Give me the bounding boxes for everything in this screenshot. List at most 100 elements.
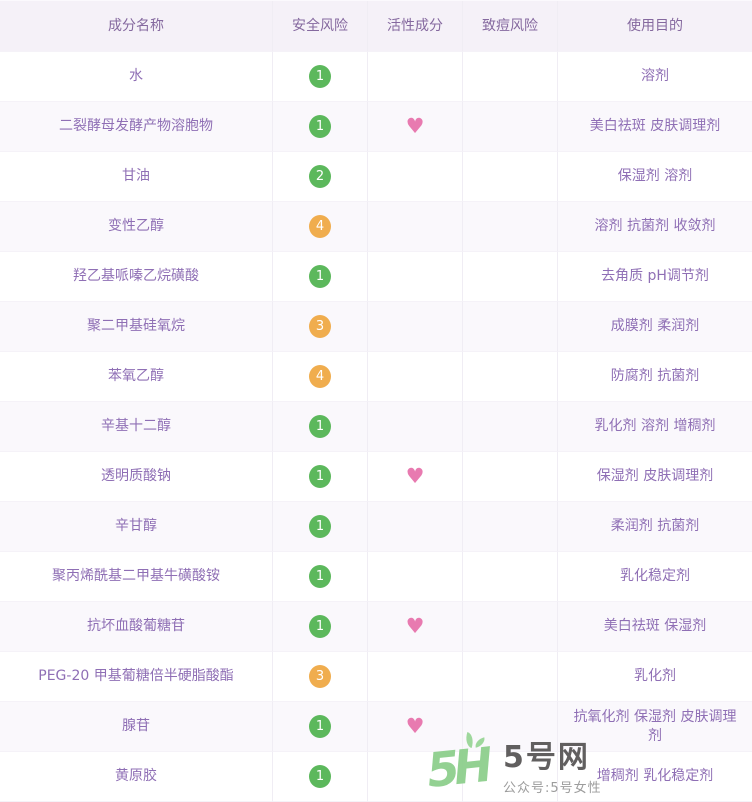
safety-risk-badge: 4	[309, 215, 331, 238]
safety-risk-badge: 1	[309, 715, 331, 738]
usage-purpose-cell: 乳化剂 溶剂 增稠剂	[558, 402, 752, 452]
table-row: 变性乙醇 4 ♥ 溶剂 抗菌剂 收敛剂	[0, 202, 752, 252]
safety-risk-cell: 1	[273, 702, 368, 752]
safety-risk-cell: 1	[273, 52, 368, 102]
ingredient-name-cell: 透明质酸钠	[0, 452, 273, 502]
safety-risk-badge: 4	[309, 365, 331, 388]
safety-risk-badge: 1	[309, 65, 331, 88]
ingredient-name-cell: 水	[0, 52, 273, 102]
column-header-safety-risk: 安全风险	[273, 1, 368, 52]
acne-risk-cell	[463, 202, 558, 252]
safety-risk-cell: 1	[273, 752, 368, 802]
active-ingredient-cell: ♥	[368, 402, 463, 452]
acne-risk-cell	[463, 402, 558, 452]
heart-icon: ♥	[405, 114, 425, 138]
watermark: 5H 5号网 公众号:5号女性	[424, 731, 602, 799]
active-ingredient-cell: ♥	[368, 52, 463, 102]
safety-risk-cell: 1	[273, 502, 368, 552]
safety-risk-badge: 1	[309, 765, 331, 788]
heart-icon: ♥	[405, 464, 425, 488]
safety-risk-badge: 1	[309, 265, 331, 288]
acne-risk-cell	[463, 552, 558, 602]
table-row: 透明质酸钠 1 ♥ 保湿剂 皮肤调理剂	[0, 452, 752, 502]
table-row: 腺苷 1 ♥ 抗氧化剂 保湿剂 皮肤调理剂	[0, 702, 752, 752]
acne-risk-cell	[463, 252, 558, 302]
safety-risk-cell: 1	[273, 402, 368, 452]
safety-risk-badge: 1	[309, 615, 331, 638]
table-row: 甘油 2 ♥ 保湿剂 溶剂	[0, 152, 752, 202]
table-header: 成分名称 安全风险 活性成分 致痘风险 使用目的	[0, 0, 752, 52]
acne-risk-cell	[463, 602, 558, 652]
active-ingredient-cell: ♥	[368, 252, 463, 302]
acne-risk-cell	[463, 702, 558, 752]
acne-risk-cell	[463, 102, 558, 152]
safety-risk-badge: 1	[309, 515, 331, 538]
table-body: 水 1 ♥ 溶剂 二裂酵母发酵产物溶胞物 1 ♥ 美白祛斑 皮肤调理剂 甘油 2	[0, 52, 752, 802]
table-row: 水 1 ♥ 溶剂	[0, 52, 752, 102]
usage-purpose-cell: 保湿剂 溶剂	[558, 152, 752, 202]
usage-purpose-cell: 抗氧化剂 保湿剂 皮肤调理剂	[558, 702, 752, 752]
watermark-text: 5号网 公众号:5号女性	[503, 741, 602, 796]
table-row: PEG-20 甲基葡糖倍半硬脂酸酯 3 ♥ 乳化剂	[0, 652, 752, 702]
column-header-usage-purpose: 使用目的	[558, 1, 752, 52]
heart-icon: ♥	[405, 614, 425, 638]
active-ingredient-cell: ♥	[368, 302, 463, 352]
acne-risk-cell	[463, 452, 558, 502]
safety-risk-cell: 1	[273, 552, 368, 602]
table-row: 黄原胶 1 ♥ 增稠剂 乳化稳定剂	[0, 752, 752, 802]
ingredient-name-cell: 聚丙烯酰基二甲基牛磺酸铵	[0, 552, 273, 602]
active-ingredient-cell: ♥	[368, 502, 463, 552]
table-row: 抗坏血酸葡糖苷 1 ♥ 美白祛斑 保湿剂	[0, 602, 752, 652]
usage-purpose-cell: 美白祛斑 保湿剂	[558, 602, 752, 652]
table-row: 聚二甲基硅氧烷 3 ♥ 成膜剂 柔润剂	[0, 302, 752, 352]
safety-risk-cell: 1	[273, 602, 368, 652]
safety-risk-cell: 3	[273, 652, 368, 702]
safety-risk-badge: 2	[309, 165, 331, 188]
safety-risk-badge: 1	[309, 465, 331, 488]
column-header-ingredient-name: 成分名称	[0, 1, 273, 52]
acne-risk-cell	[463, 302, 558, 352]
usage-purpose-cell: 溶剂 抗菌剂 收敛剂	[558, 202, 752, 252]
column-header-acne-risk: 致痘风险	[463, 1, 558, 52]
usage-purpose-cell: 保湿剂 皮肤调理剂	[558, 452, 752, 502]
safety-risk-cell: 4	[273, 202, 368, 252]
ingredient-name-cell: 羟乙基哌嗪乙烷磺酸	[0, 252, 273, 302]
active-ingredient-cell: ♥	[368, 552, 463, 602]
usage-purpose-cell: 乳化剂	[558, 652, 752, 702]
acne-risk-cell	[463, 152, 558, 202]
ingredient-name-cell: 辛甘醇	[0, 502, 273, 552]
heart-icon: ♥	[405, 714, 425, 738]
table-row: 辛基十二醇 1 ♥ 乳化剂 溶剂 增稠剂	[0, 402, 752, 452]
usage-purpose-cell: 柔润剂 抗菌剂	[558, 502, 752, 552]
safety-risk-badge: 1	[309, 115, 331, 138]
usage-purpose-cell: 防腐剂 抗菌剂	[558, 352, 752, 402]
safety-risk-cell: 2	[273, 152, 368, 202]
ingredient-name-cell: 二裂酵母发酵产物溶胞物	[0, 102, 273, 152]
table-row: 辛甘醇 1 ♥ 柔润剂 抗菌剂	[0, 502, 752, 552]
active-ingredient-cell: ♥	[368, 152, 463, 202]
ingredient-name-cell: 辛基十二醇	[0, 402, 273, 452]
usage-purpose-cell: 美白祛斑 皮肤调理剂	[558, 102, 752, 152]
safety-risk-badge: 3	[309, 665, 331, 688]
site-logo-icon: 5H	[424, 731, 499, 799]
table-row: 二裂酵母发酵产物溶胞物 1 ♥ 美白祛斑 皮肤调理剂	[0, 102, 752, 152]
active-ingredient-cell: ♥	[368, 702, 463, 752]
ingredient-name-cell: 甘油	[0, 152, 273, 202]
table-row: 羟乙基哌嗪乙烷磺酸 1 ♥ 去角质 pH调节剂	[0, 252, 752, 302]
logo-glyph: 5H	[424, 738, 490, 799]
ingredient-name-cell: PEG-20 甲基葡糖倍半硬脂酸酯	[0, 652, 273, 702]
table-row: 聚丙烯酰基二甲基牛磺酸铵 1 ♥ 乳化稳定剂	[0, 552, 752, 602]
column-header-active-ingredient: 活性成分	[368, 1, 463, 52]
ingredient-name-cell: 聚二甲基硅氧烷	[0, 302, 273, 352]
safety-risk-cell: 1	[273, 102, 368, 152]
usage-purpose-cell: 溶剂	[558, 52, 752, 102]
active-ingredient-cell: ♥	[368, 352, 463, 402]
active-ingredient-cell: ♥	[368, 102, 463, 152]
safety-risk-badge: 1	[309, 565, 331, 588]
ingredient-name-cell: 变性乙醇	[0, 202, 273, 252]
usage-purpose-cell: 乳化稳定剂	[558, 552, 752, 602]
acne-risk-cell	[463, 502, 558, 552]
safety-risk-cell: 1	[273, 452, 368, 502]
acne-risk-cell	[463, 652, 558, 702]
